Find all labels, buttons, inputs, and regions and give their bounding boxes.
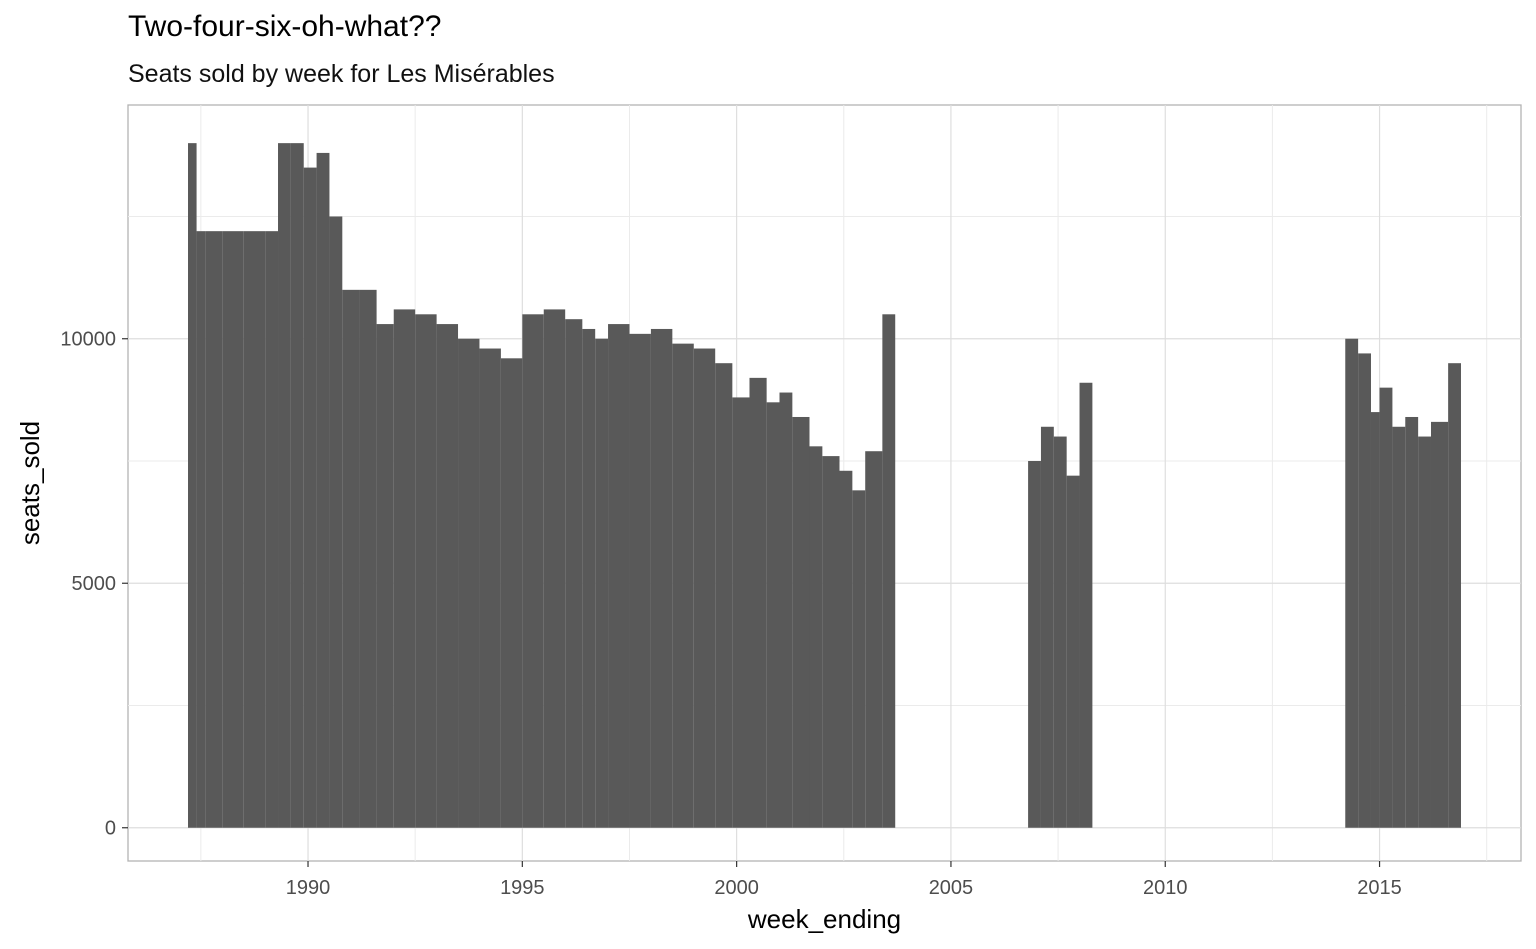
bar — [243, 231, 266, 828]
bar — [265, 231, 279, 828]
bar — [565, 319, 583, 828]
bar — [278, 143, 291, 828]
bar — [693, 348, 716, 828]
bar — [1405, 416, 1419, 828]
bar — [865, 451, 883, 828]
bar — [792, 416, 810, 828]
bar — [629, 333, 651, 828]
chart-title: Two-four-six-oh-what?? — [128, 10, 442, 43]
bar — [882, 314, 896, 828]
bar — [500, 358, 523, 828]
y-axis-ticks: 0 5000 10000 — [60, 329, 128, 840]
bar — [1028, 460, 1041, 828]
bar — [1392, 426, 1406, 828]
bar — [766, 402, 780, 828]
x-tick-label: 2005 — [929, 877, 974, 899]
bar — [1358, 353, 1371, 828]
bar — [188, 143, 197, 828]
bar — [852, 490, 866, 828]
x-tick-label: 2000 — [714, 877, 759, 899]
bar — [359, 289, 377, 828]
x-tick-label: 1995 — [500, 877, 545, 899]
bar — [749, 377, 767, 828]
bar — [839, 470, 853, 828]
bar — [650, 328, 673, 828]
bar — [715, 363, 733, 828]
bar — [458, 338, 480, 828]
x-axis-title: week_ending — [747, 904, 901, 934]
bar — [342, 289, 360, 828]
bar — [303, 167, 317, 828]
bar — [196, 231, 206, 828]
y-tick-label: 10000 — [60, 329, 116, 351]
bar — [393, 309, 416, 828]
x-tick-label: 2015 — [1357, 877, 1402, 899]
bar — [582, 328, 596, 828]
bar — [809, 446, 823, 828]
bar — [1379, 387, 1393, 828]
bar — [376, 324, 394, 828]
bar — [1418, 436, 1431, 828]
bar — [222, 231, 244, 828]
x-tick-label: 2010 — [1143, 877, 1188, 899]
bar — [1370, 412, 1380, 828]
y-axis-title: seats_sold — [15, 421, 45, 545]
bar — [436, 324, 459, 828]
bar — [543, 309, 566, 828]
bar — [608, 324, 630, 828]
x-tick-label: 1990 — [286, 877, 331, 899]
bar — [1079, 382, 1093, 828]
y-tick-label: 0 — [105, 818, 116, 840]
bar — [1040, 426, 1054, 828]
y-tick-label: 5000 — [72, 573, 117, 595]
bar — [672, 343, 694, 828]
bar — [415, 314, 437, 828]
bar — [1066, 475, 1080, 828]
chart-subtitle: Seats sold by week for Les Misérables — [128, 60, 555, 88]
bar — [205, 231, 223, 828]
x-axis-ticks: 1990 1995 2000 2005 2010 2015 — [286, 861, 1402, 899]
bar — [1430, 421, 1449, 828]
bar — [779, 392, 793, 828]
bar — [595, 338, 609, 828]
bar — [1345, 338, 1359, 828]
bar — [290, 143, 304, 828]
bar — [329, 216, 343, 828]
bar — [1053, 436, 1067, 828]
bar — [1448, 363, 1461, 828]
bar — [479, 348, 501, 828]
bar — [822, 456, 840, 828]
bar — [522, 314, 544, 828]
bar — [732, 397, 750, 828]
bar — [316, 152, 330, 828]
bars — [188, 143, 1461, 828]
